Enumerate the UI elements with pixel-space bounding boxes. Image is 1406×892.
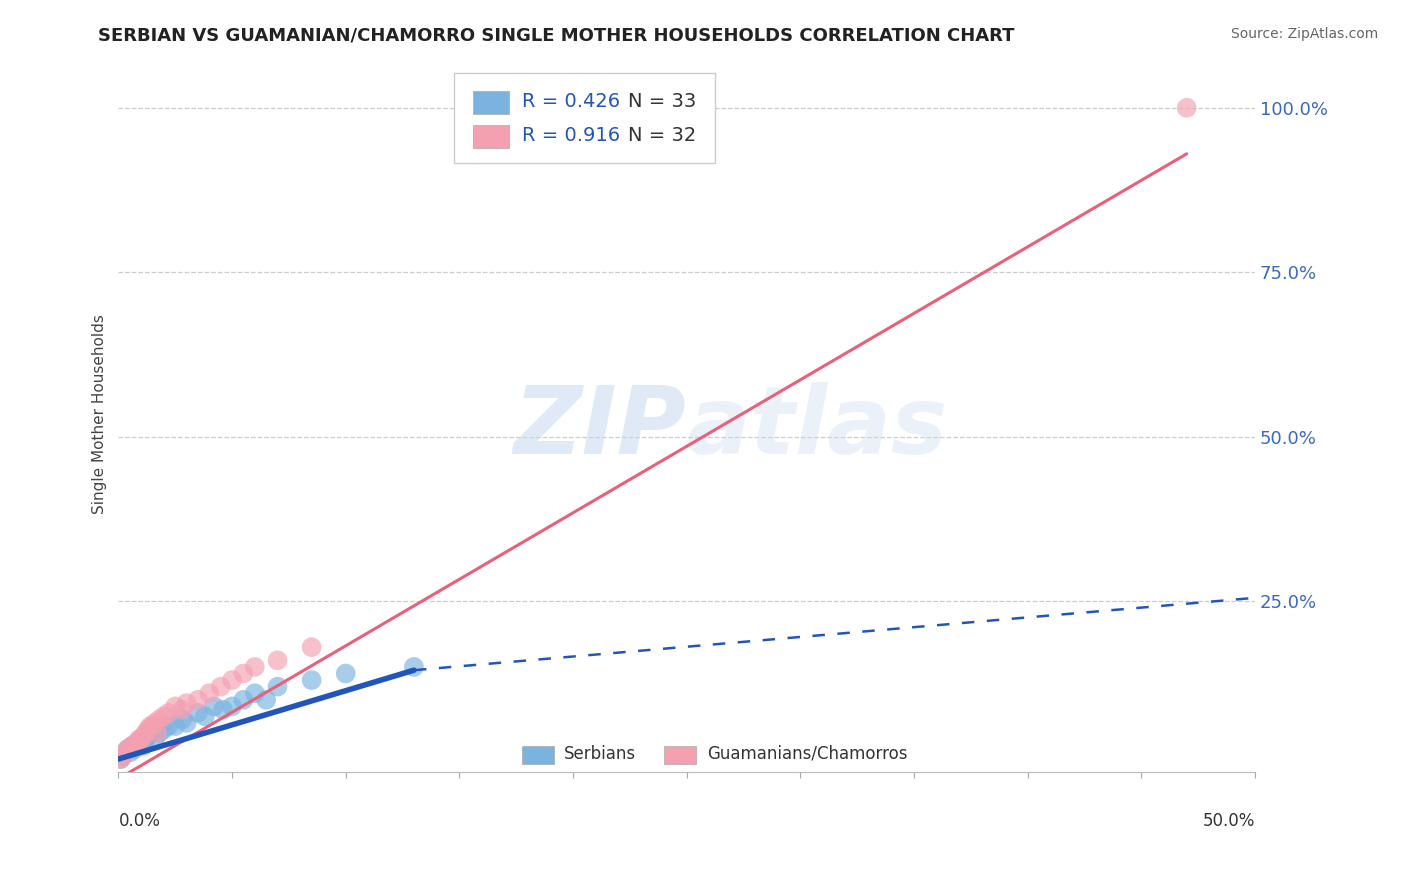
- FancyBboxPatch shape: [472, 91, 509, 114]
- Point: [176, 696, 198, 710]
- Point: [118, 742, 141, 756]
- Point: [335, 666, 357, 681]
- Point: [143, 732, 166, 747]
- Point: [232, 666, 254, 681]
- Point: [157, 719, 180, 733]
- Text: Source: ZipAtlas.com: Source: ZipAtlas.com: [1230, 27, 1378, 41]
- Point: [129, 732, 152, 747]
- Point: [139, 725, 162, 739]
- Point: [153, 723, 176, 737]
- Point: [124, 739, 146, 753]
- Point: [198, 686, 221, 700]
- Point: [157, 706, 180, 720]
- Point: [212, 703, 235, 717]
- Point: [135, 732, 157, 747]
- Point: [129, 732, 152, 747]
- Point: [301, 673, 323, 687]
- Point: [172, 703, 194, 717]
- FancyBboxPatch shape: [522, 747, 554, 764]
- Point: [132, 729, 155, 743]
- Point: [124, 742, 146, 756]
- Point: [128, 732, 150, 747]
- Point: [135, 725, 157, 739]
- Point: [153, 709, 176, 723]
- Point: [110, 752, 132, 766]
- Point: [165, 719, 187, 733]
- Point: [209, 680, 232, 694]
- Point: [121, 739, 143, 753]
- Point: [111, 748, 134, 763]
- Point: [221, 699, 243, 714]
- Point: [117, 742, 139, 756]
- Point: [1175, 101, 1198, 115]
- Text: Guamanians/Chamorros: Guamanians/Chamorros: [707, 745, 908, 763]
- Point: [136, 723, 159, 737]
- Point: [254, 693, 277, 707]
- Point: [114, 746, 136, 760]
- Point: [111, 748, 134, 763]
- Point: [141, 719, 163, 733]
- FancyBboxPatch shape: [454, 73, 716, 162]
- Point: [114, 746, 136, 760]
- Point: [266, 653, 288, 667]
- Point: [148, 713, 170, 727]
- Text: Serbians: Serbians: [564, 745, 636, 763]
- Point: [118, 746, 141, 760]
- Point: [266, 680, 288, 694]
- Text: R = 0.426: R = 0.426: [522, 92, 620, 111]
- Text: 0.0%: 0.0%: [118, 812, 160, 830]
- Point: [121, 739, 143, 753]
- Point: [402, 660, 425, 674]
- Point: [172, 713, 194, 727]
- Point: [143, 715, 166, 730]
- Point: [139, 719, 162, 733]
- Y-axis label: Single Mother Households: Single Mother Households: [93, 314, 107, 514]
- Point: [110, 752, 132, 766]
- Point: [221, 673, 243, 687]
- Point: [125, 735, 148, 749]
- Point: [132, 739, 155, 753]
- Point: [176, 715, 198, 730]
- Text: 50.0%: 50.0%: [1202, 812, 1256, 830]
- Text: atlas: atlas: [686, 382, 948, 474]
- Point: [146, 725, 169, 739]
- Text: N = 32: N = 32: [627, 126, 696, 145]
- Point: [187, 693, 209, 707]
- Point: [187, 706, 209, 720]
- Point: [165, 699, 187, 714]
- FancyBboxPatch shape: [664, 747, 696, 764]
- Point: [243, 686, 266, 700]
- Point: [232, 693, 254, 707]
- Point: [243, 660, 266, 674]
- Text: SERBIAN VS GUAMANIAN/CHAMORRO SINGLE MOTHER HOUSEHOLDS CORRELATION CHART: SERBIAN VS GUAMANIAN/CHAMORRO SINGLE MOT…: [98, 27, 1015, 45]
- Point: [136, 729, 159, 743]
- Text: N = 33: N = 33: [627, 92, 696, 111]
- Point: [128, 735, 150, 749]
- Text: ZIP: ZIP: [513, 382, 686, 474]
- Text: R = 0.916: R = 0.916: [522, 126, 620, 145]
- Point: [194, 709, 217, 723]
- Point: [148, 725, 170, 739]
- Point: [125, 739, 148, 753]
- Point: [202, 699, 225, 714]
- Point: [301, 640, 323, 655]
- FancyBboxPatch shape: [472, 126, 509, 148]
- Point: [117, 742, 139, 756]
